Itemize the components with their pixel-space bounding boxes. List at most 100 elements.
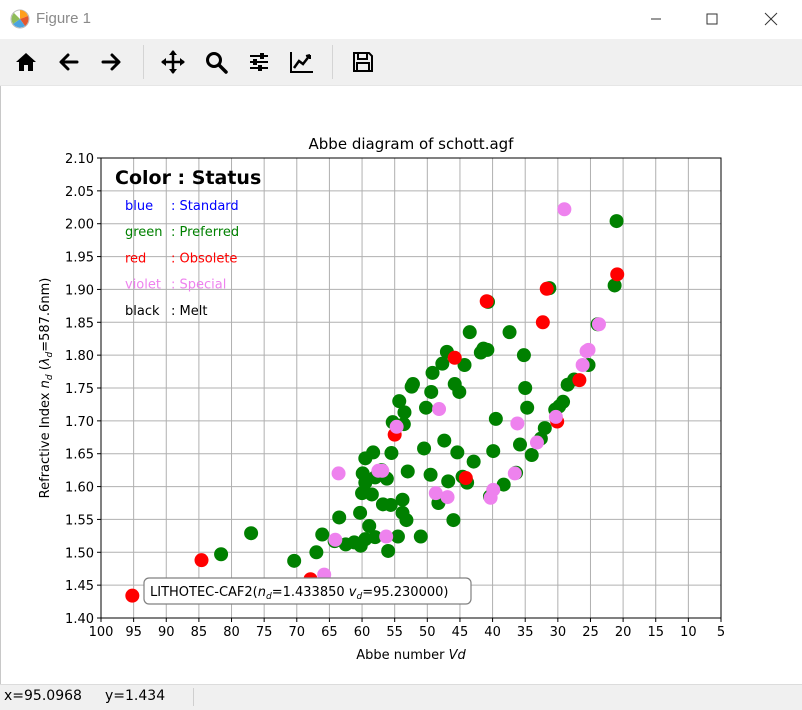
data-point-special <box>591 317 606 332</box>
x-tick-label: 20 <box>615 625 632 640</box>
data-point-special <box>375 463 390 478</box>
y-tick-label: 2.10 <box>65 152 94 167</box>
data-point-preferred <box>368 530 383 545</box>
point-annotation: LITHOTEC-CAF2(nd=1.433850 vd=95.230000) <box>143 577 472 605</box>
data-point-preferred <box>462 325 477 340</box>
data-point-preferred <box>450 445 465 460</box>
minimize-icon <box>651 18 661 20</box>
window-left-edge <box>0 86 1 684</box>
x-tick-label: 80 <box>223 625 240 640</box>
data-point-obsolete <box>539 281 554 296</box>
data-point-preferred <box>413 529 428 544</box>
legend-entry-key: black <box>125 304 160 319</box>
data-point-special <box>440 490 455 505</box>
maximize-button[interactable] <box>684 0 740 38</box>
data-point-special <box>486 482 501 497</box>
x-tick-label: 45 <box>452 625 469 640</box>
home-button[interactable] <box>10 47 42 77</box>
legend-entry-key: violet <box>125 278 161 293</box>
data-point-obsolete <box>125 588 140 603</box>
data-point-special <box>428 486 443 501</box>
data-point-preferred <box>362 519 377 533</box>
data-point-preferred <box>480 342 495 357</box>
forward-button[interactable] <box>95 47 127 77</box>
zoom-button[interactable] <box>200 47 232 77</box>
x-tick-label: 90 <box>158 625 175 640</box>
legend-entry-key: green <box>125 225 163 240</box>
pan-button[interactable] <box>157 47 189 77</box>
arrow-left-icon <box>59 53 79 71</box>
data-point-preferred <box>488 411 503 426</box>
subplots-button[interactable] <box>243 47 275 77</box>
back-button[interactable] <box>53 47 85 77</box>
y-axis-label: Refractive Index nd (λd=587.6nm) <box>38 278 55 499</box>
legend-title: Color : Status <box>115 167 261 189</box>
y-tick-label: 1.90 <box>65 283 94 298</box>
matplotlib-app-icon <box>10 9 30 29</box>
data-point-preferred <box>399 513 414 528</box>
data-point-preferred <box>441 474 456 489</box>
data-point-special <box>548 409 563 424</box>
x-tick-label: 35 <box>517 625 534 640</box>
data-point-special <box>389 419 404 434</box>
data-point-preferred <box>214 547 229 562</box>
data-point-preferred <box>556 394 571 409</box>
data-point-preferred <box>435 356 450 371</box>
close-button[interactable] <box>743 0 799 38</box>
data-point-special <box>557 202 572 217</box>
data-point-preferred <box>400 464 415 479</box>
annotation-text: LITHOTEC-CAF2(nd=1.433850 vd=95.230000) <box>150 585 448 602</box>
line-chart-icon <box>290 52 313 73</box>
data-point-preferred <box>607 278 622 293</box>
close-icon <box>764 12 778 26</box>
y-tick-label: 1.65 <box>65 448 94 463</box>
legend-entry-status: : Preferred <box>171 225 239 240</box>
data-point-preferred <box>424 384 439 399</box>
data-point-preferred <box>244 526 259 541</box>
data-point-preferred <box>520 400 535 415</box>
data-point-special <box>328 532 343 547</box>
customize-button[interactable] <box>286 47 318 77</box>
y-tick-label: 1.60 <box>65 481 94 496</box>
data-point-preferred <box>364 487 379 502</box>
toolbar-separator <box>143 45 144 79</box>
save-button[interactable] <box>347 47 379 77</box>
data-point-special <box>581 342 596 357</box>
legend-entry-status: : Melt <box>171 304 207 319</box>
status-bar: x=95.0968 y=1.434 <box>0 684 802 710</box>
data-point-preferred <box>417 441 432 456</box>
x-tick-label: 40 <box>484 625 501 640</box>
data-point-preferred <box>392 394 407 409</box>
y-tick-label: 1.40 <box>65 612 94 627</box>
x-tick-label: 30 <box>550 625 567 640</box>
legend-entry-status: : Obsolete <box>171 251 237 266</box>
data-point-preferred <box>496 477 511 492</box>
data-point-preferred <box>524 448 539 463</box>
arrow-right-icon <box>101 53 121 71</box>
data-point-obsolete <box>194 553 209 568</box>
data-point-preferred <box>384 446 399 461</box>
data-point-preferred <box>353 505 368 520</box>
data-point-preferred <box>457 358 472 372</box>
data-point-special <box>507 466 522 481</box>
legend-entry-status: : Special <box>171 278 226 293</box>
window-titlebar: Figure 1 <box>0 0 802 38</box>
data-point-preferred <box>516 348 531 363</box>
abbe-diagram-chart[interactable]: 100 95 90 85 80 75 70 65 60 55 50 45 40 35 30 25 20 15 10 5… <box>0 86 802 684</box>
data-point-special <box>575 358 590 372</box>
data-point-preferred <box>446 513 461 528</box>
x-tick-label: 15 <box>647 625 664 640</box>
data-point-special <box>432 402 447 417</box>
x-tick-label: 75 <box>256 625 273 640</box>
data-point-preferred <box>512 437 527 452</box>
y-tick-label: 2.05 <box>65 185 94 200</box>
y-tick-label: 1.70 <box>65 415 94 430</box>
cursor-x-readout: x=95.0968 <box>4 688 82 704</box>
y-tick-label: 1.50 <box>65 546 94 561</box>
data-point-preferred <box>609 214 624 229</box>
legend-entry-key: blue <box>125 199 153 214</box>
navigation-toolbar <box>0 39 802 86</box>
home-icon <box>16 53 36 71</box>
y-tick-label: 1.75 <box>65 382 94 397</box>
minimize-button[interactable] <box>628 0 684 38</box>
